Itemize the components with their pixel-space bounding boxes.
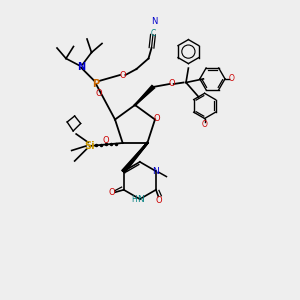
Text: O: O [154, 113, 160, 122]
Text: P: P [92, 79, 100, 89]
Text: Si: Si [84, 141, 95, 151]
Text: O: O [228, 74, 234, 83]
Text: C: C [151, 28, 156, 38]
Text: O: O [96, 89, 102, 98]
Text: O: O [108, 188, 115, 197]
Text: O: O [202, 120, 208, 129]
Text: O: O [168, 79, 175, 88]
Text: N: N [77, 62, 85, 73]
Text: O: O [120, 70, 126, 80]
Text: N: N [137, 195, 144, 204]
Text: O: O [103, 136, 110, 145]
Text: O: O [155, 196, 162, 205]
Text: H: H [131, 195, 137, 204]
Text: N: N [152, 167, 159, 176]
Text: N: N [151, 17, 158, 26]
